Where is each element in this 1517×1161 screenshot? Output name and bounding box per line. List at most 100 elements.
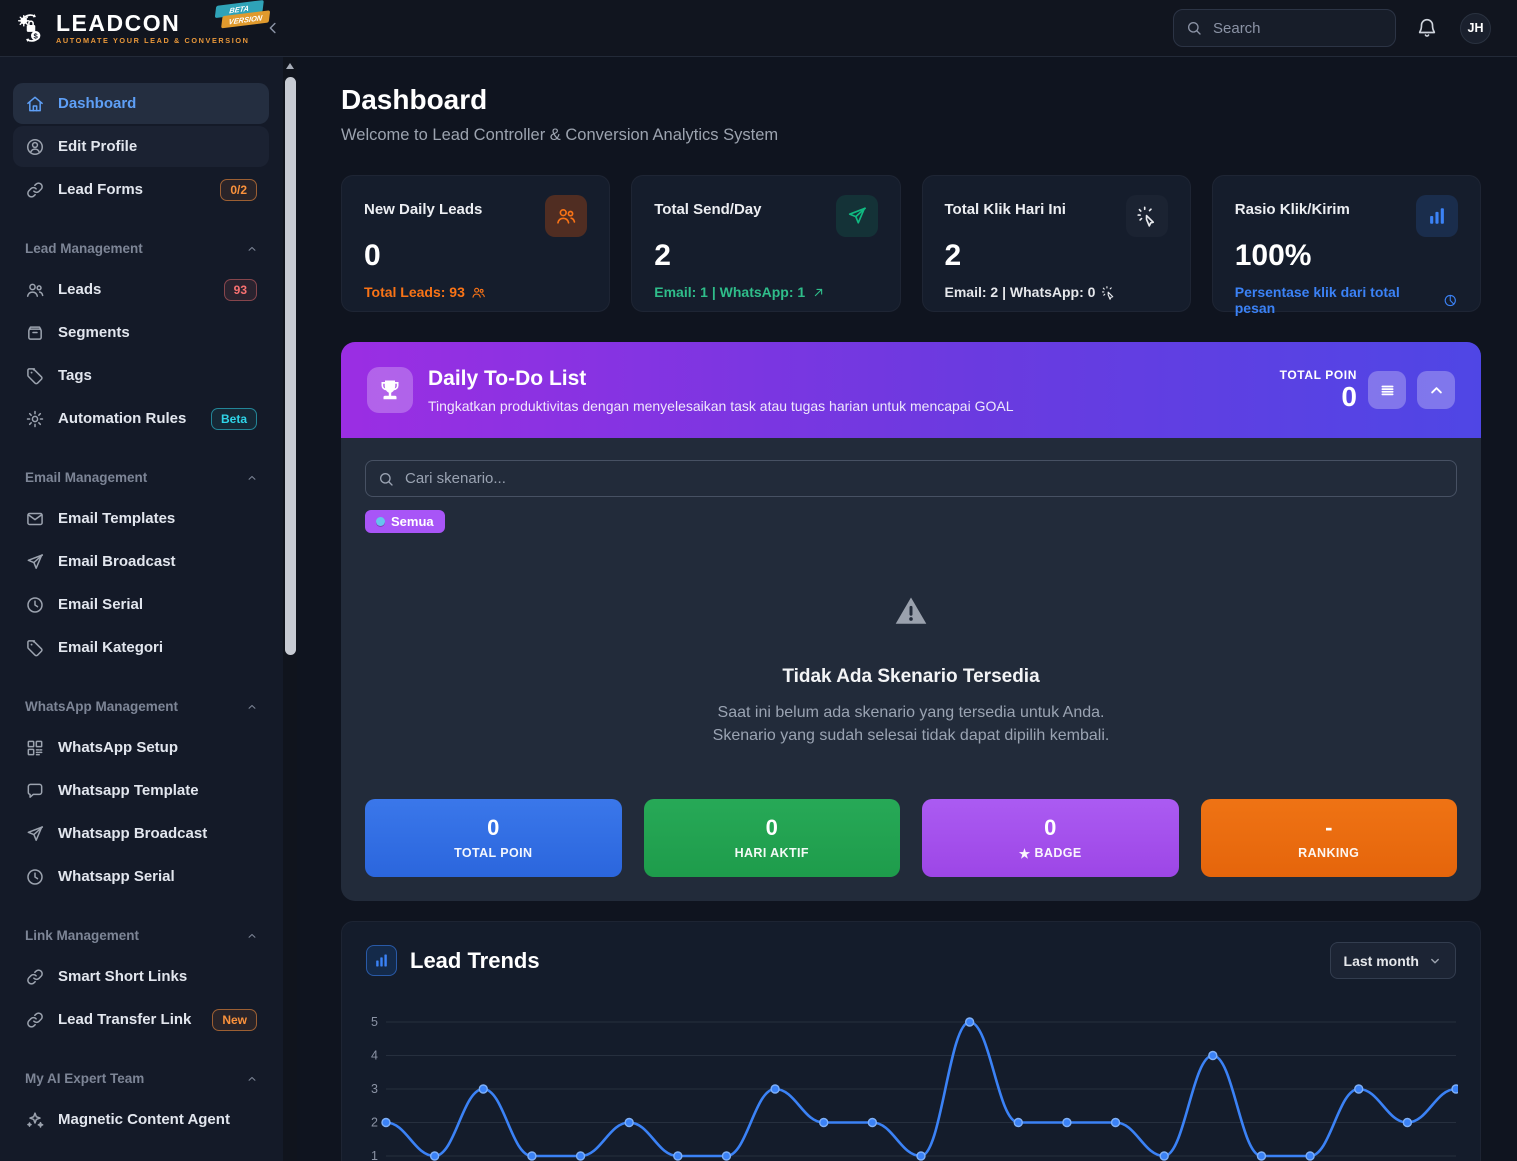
sidebar-collapse-button[interactable]: [261, 16, 285, 40]
chevron-up-icon: [248, 704, 256, 709]
svg-text:3: 3: [371, 1082, 378, 1096]
send-icon: [27, 553, 44, 569]
sidebar-item-automation-rules[interactable]: Automation Rules Beta: [13, 398, 269, 439]
clock-icon: [27, 596, 43, 613]
user-icon: [27, 138, 43, 155]
stat-card-total-klik-hari-ini: Total Klik Hari Ini 2 Email: 2 | WhatsApp:…: [921, 175, 1191, 312]
sparkles-icon: [27, 1111, 44, 1128]
sidebar-item-email-broadcast[interactable]: Email Broadcast: [13, 541, 269, 582]
filter-pill-semua[interactable]: Semua: [365, 510, 445, 533]
total-poin-label: TOTAL POIN: [1279, 368, 1357, 382]
lead-trends-panel: Lead Trends Last month 5 4 3 2 1: [341, 921, 1481, 1161]
bars-icon: [1416, 195, 1458, 237]
svg-text:1: 1: [371, 1149, 378, 1161]
topbar: JH: [297, 0, 1517, 57]
summary-card-hari-aktif[interactable]: 0 HARI AKTIF: [643, 799, 900, 877]
cursor-icon: [1102, 285, 1114, 300]
sidebar-item-magnetic-content-agent[interactable]: Magnetic Content Agent: [13, 1099, 269, 1140]
sidebar: $ LEADCON AUTOMATE YOUR LEAD & CONVERSIO…: [0, 0, 297, 1161]
scrollbar-up-arrow[interactable]: [283, 57, 297, 74]
nav-section-whatsapp-management[interactable]: WhatsApp Management: [25, 699, 259, 714]
stat-subtext: Email: 1 | WhatsApp: 1: [654, 284, 877, 300]
scenario-search[interactable]: [365, 460, 1457, 497]
lead-trends-chart: 5 4 3 2 1: [366, 1005, 1461, 1161]
filter-dot-icon: [376, 517, 385, 526]
date-range-dropdown[interactable]: Last month: [1329, 942, 1456, 979]
sidebar-item-lead-forms[interactable]: Lead Forms 0/2: [13, 169, 269, 210]
main-area: JH Dashboard Welcome to Lead Controller …: [297, 0, 1517, 1161]
users-icon: [557, 209, 576, 224]
link-icon: [27, 181, 43, 198]
sidebar-item-tags[interactable]: Tags: [13, 355, 269, 396]
beta-version-badge: BETA VERSION: [214, 0, 270, 28]
chevron-up-icon: [248, 933, 256, 938]
sidebar-scrollbar[interactable]: [283, 57, 297, 1161]
sidebar-item-edit-profile[interactable]: Edit Profile: [13, 126, 269, 167]
pie-icon: [1445, 294, 1457, 306]
badge-automation-rules: Beta: [210, 407, 257, 430]
link-icon: [27, 968, 43, 985]
sidebar-item-leads[interactable]: Leads 93: [13, 269, 269, 310]
gamification-summary-row: 0 TOTAL POIN 0 HARI AKTIF 0 ★ BADGE - RANKING: [365, 799, 1457, 877]
global-search[interactable]: [1173, 9, 1396, 47]
stat-title: Total Klik Hari Ini: [944, 201, 1066, 218]
stat-card-total-send-day: Total Send/Day 2 Email: 1 | WhatsApp: 1: [631, 175, 901, 312]
stat-subtext: Total Leads: 93: [364, 284, 587, 300]
sidebar-item-segments[interactable]: Segments: [13, 312, 269, 353]
summary-card-badge[interactable]: 0 ★ BADGE: [922, 799, 1179, 877]
send-icon: [848, 207, 866, 224]
brand-logo: $ LEADCON AUTOMATE YOUR LEAD & CONVERSIO…: [14, 0, 270, 45]
sidebar-item-email-serial[interactable]: Email Serial: [13, 584, 269, 625]
sidebar-item-whatsapp-template[interactable]: Whatsapp Template: [13, 770, 269, 811]
stat-card-rasio-klik-kirim: Rasio Klik/Kirim 100% Persentase klik dari…: [1211, 175, 1481, 316]
brand-name: LEADCON: [56, 9, 181, 36]
sidebar-item-dashboard[interactable]: Dashboard: [13, 83, 269, 124]
todo-collapse-button[interactable]: [1417, 371, 1455, 409]
page-title: Dashboard: [341, 84, 488, 115]
nav-section-my-ai-expert-team[interactable]: My AI Expert Team: [25, 1071, 259, 1086]
nav-section-lead-management[interactable]: Lead Management: [25, 241, 259, 256]
warning-triangle-icon: [893, 597, 929, 633]
page-content: Dashboard Welcome to Lead Controller & C…: [297, 57, 1517, 1161]
global-search-input[interactable]: [1211, 18, 1383, 38]
summary-card-ranking[interactable]: - RANKING: [1200, 799, 1457, 877]
qr-icon: [27, 740, 43, 755]
trophy-icon: [367, 367, 413, 413]
users-icon: [545, 195, 588, 237]
scrollbar-thumb[interactable]: [284, 77, 296, 655]
svg-text:$: $: [34, 32, 39, 41]
scenario-search-input[interactable]: [403, 469, 1444, 488]
cursor-icon: [1137, 206, 1154, 227]
cursor-icon: [1125, 195, 1168, 237]
sidebar-item-smart-short-links[interactable]: Smart Short Links: [13, 956, 269, 997]
svg-text:2: 2: [371, 1116, 378, 1130]
summary-card-total-poin[interactable]: 0 TOTAL POIN: [365, 799, 622, 877]
clock-icon: [27, 868, 43, 885]
stat-value: 100%: [1234, 239, 1312, 272]
notifications-bell-icon[interactable]: [1416, 16, 1440, 40]
nav-section-email-management[interactable]: Email Management: [25, 470, 259, 485]
sidebar-item-whatsapp-serial[interactable]: Whatsapp Serial: [13, 856, 269, 897]
sidebar-item-whatsapp-setup[interactable]: WhatsApp Setup: [13, 727, 269, 768]
stat-subtext: Persentase klik dari total pesan: [1235, 284, 1458, 316]
brand-logo-icon: $: [17, 13, 41, 43]
svg-text:5: 5: [371, 1015, 378, 1029]
chevron-up-icon: [248, 475, 256, 480]
chat-icon: [27, 783, 43, 798]
sidebar-item-email-templates[interactable]: Email Templates: [13, 498, 269, 539]
stat-subtext: Email: 2 | WhatsApp: 0: [945, 284, 1168, 300]
chevron-up-icon: [1430, 386, 1442, 393]
todo-history-button[interactable]: [1368, 371, 1406, 409]
badge-lead-transfer-link: New: [212, 1008, 257, 1031]
stat-title: New Daily Leads: [364, 201, 483, 218]
user-avatar[interactable]: JH: [1460, 12, 1491, 44]
sidebar-item-whatsapp-broadcast[interactable]: Whatsapp Broadcast: [13, 813, 269, 854]
sidebar-header: $ LEADCON AUTOMATE YOUR LEAD & CONVERSIO…: [0, 0, 297, 57]
tag-icon: [27, 367, 43, 384]
uparrow-icon: [815, 288, 823, 296]
sidebar-item-lead-transfer-link[interactable]: Lead Transfer Link New: [13, 999, 269, 1040]
sidebar-item-email-kategori[interactable]: Email Kategori: [13, 627, 269, 668]
todo-title: Daily To-Do List: [428, 366, 587, 390]
nav-section-link-management[interactable]: Link Management: [25, 928, 259, 943]
